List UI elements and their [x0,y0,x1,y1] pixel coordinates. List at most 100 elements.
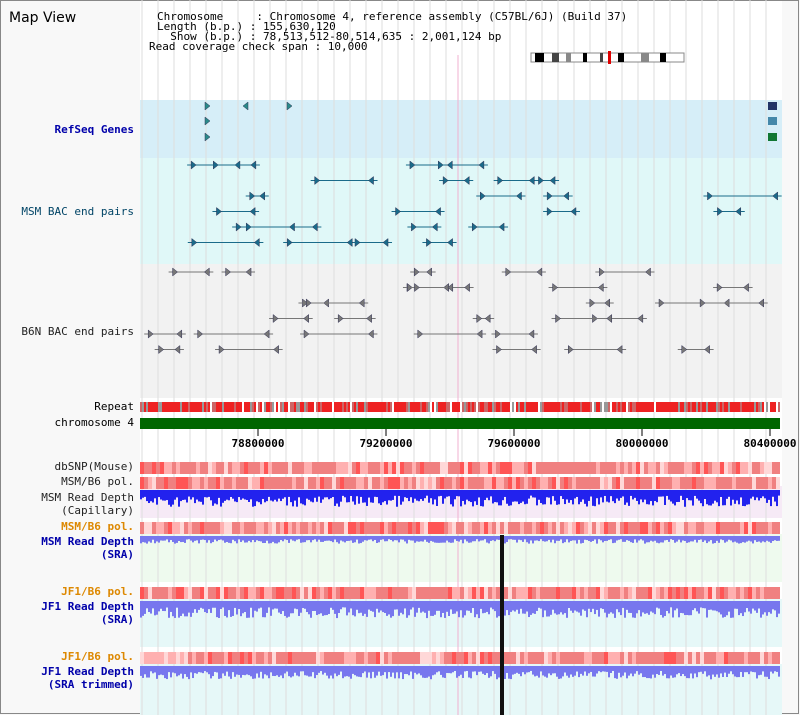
repeat-segment [276,402,278,412]
capillary-depth-bar [542,490,544,505]
jf1-trim-depth-bar [312,666,314,673]
repeat-segment [638,402,640,412]
jf1-trim-depth-bar [594,666,596,677]
jf1-pol-heat-cell [252,587,256,599]
jf1-sra-depth-bar [556,601,558,615]
jf1-pol-heat-cell [340,587,344,599]
jf1-pol2-heat-cell [304,652,308,664]
repeat-segment [314,402,316,412]
capillary-depth-bar [520,490,522,503]
jf1-trim-depth-bar [306,666,308,676]
axis-tick-label: 80000000 [615,437,669,450]
msm-pol2-heat-cell [252,522,256,534]
track-label-jf1-b6-pol-1[interactable]: JF1/B6 pol. [61,585,134,598]
capillary-depth-bar [764,490,766,499]
msm-pol2-heat-cell [492,522,496,534]
b6n-bac-pair-end [637,313,644,324]
msm-sra-depth-bar [622,536,624,542]
jf1-pol-heat-cell [448,587,452,599]
jf1-sra-depth-bar [280,601,282,614]
jf1-trim-depth-bar [676,666,678,675]
track-label-b6n-bac[interactable]: B6N BAC end pairs [21,325,134,338]
jf1-sra-depth-bar [240,601,242,617]
repeat-segment [172,402,174,412]
jf1-trim-depth-bar [444,666,446,678]
repeat-segment [296,402,298,412]
jf1-pol-heat-cell [616,587,620,599]
msm-pol2-heat-cell [392,522,396,534]
capillary-depth-bar [576,490,578,497]
repeat-segment [326,402,328,412]
repeat-segment [778,402,780,412]
track-label-msm-depth-sra[interactable]: MSM Read Depth [41,535,134,548]
repeat-segment [514,402,516,412]
jf1-pol2-heat-cell [744,652,748,664]
msm-pol-heat-cell [412,477,416,489]
jf1-sra-depth-bar [274,601,276,609]
capillary-depth-bar [336,490,338,504]
jf1-pol2-heat-cell [356,652,360,664]
jf1-trim-depth-bar [362,666,364,674]
msm-pol-heat-cell [436,477,440,489]
repeat-segment [216,402,218,412]
msm-pol2-heat-cell [244,522,248,534]
track-label-repeat[interactable]: Repeat [94,400,134,413]
repeat-segment [720,402,722,412]
capillary-depth-bar [734,490,736,504]
track-label-msm-b6-pol-2[interactable]: MSM/B6 pol. [61,520,134,533]
capillary-depth-bar [150,490,152,502]
msm-pol2-heat-cell [668,522,672,534]
jf1-trim-depth-bar [178,666,180,676]
msm-pol2-heat-cell [528,522,532,534]
repeat-segment [692,402,694,412]
jf1-pol2-heat-cell [600,652,604,664]
msm-pol2-heat-cell [412,522,416,534]
jf1-sra-depth-bar [178,601,180,618]
jf1-sra-depth-bar [258,601,260,609]
msm-sra-depth-bar [558,536,560,541]
dbsnp-heat-cell [644,462,648,474]
dbsnp-heat-cell [640,462,644,474]
msm-pol-heat-cell [760,477,764,489]
jf1-trim-depth-bar [200,666,202,673]
msm-sra-depth-bar [668,536,670,542]
capillary-depth-bar [236,490,238,503]
track-label-msm-b6-pol-1[interactable]: MSM/B6 pol. [61,475,134,488]
jf1-trim-depth-bar [642,666,644,678]
track-label-refseq[interactable]: RefSeq Genes [54,123,134,136]
track-label-msm-depth-capillary[interactable]: MSM Read Depth [41,491,134,504]
msm-pol-heat-cell [312,477,316,489]
jf1-pol-heat-cell [532,587,536,599]
msm-sra-depth-bar [282,536,284,542]
repeat-segment [192,402,194,412]
jf1-pol-heat-cell [420,587,424,599]
track-label-dbsnp[interactable]: dbSNP(Mouse) [54,460,134,473]
track-label-jf1-depth-sra[interactable]: JF1 Read Depth [41,600,134,613]
repeat-segment [258,402,260,412]
capillary-depth-bar [418,490,420,502]
jf1-sra-depth-bar [434,601,436,615]
repeat-segment [410,402,412,412]
repeat-segment [210,402,212,412]
dbsnp-heat-cell [628,462,632,474]
dbsnp-heat-cell [428,462,432,474]
msm-pol-heat-cell [232,477,236,489]
msm-bac-pair-end [707,191,713,201]
jf1-sra-depth-bar [216,601,218,618]
track-label-jf1-b6-pol-2[interactable]: JF1/B6 pol. [61,650,134,663]
jf1-trim-depth-bar [166,666,168,680]
capillary-depth-bar [402,490,404,502]
dbsnp-heat-cell [656,462,660,474]
jf1-trim-depth-bar [534,666,536,677]
jf1-pol2-heat-cell [740,652,744,664]
msm-sra-depth-bar [264,536,266,543]
b6n-bac-pair-end [305,298,312,308]
capillary-depth-bar [702,490,704,507]
dbsnp-heat-cell [776,462,780,474]
track-label-msm-bac[interactable]: MSM BAC end pairs [21,205,134,218]
msm-sra-depth-bar [742,536,744,543]
track-label-jf1-depth-trimmed[interactable]: JF1 Read Depth [41,665,134,678]
msm-pol2-heat-cell [176,522,180,534]
